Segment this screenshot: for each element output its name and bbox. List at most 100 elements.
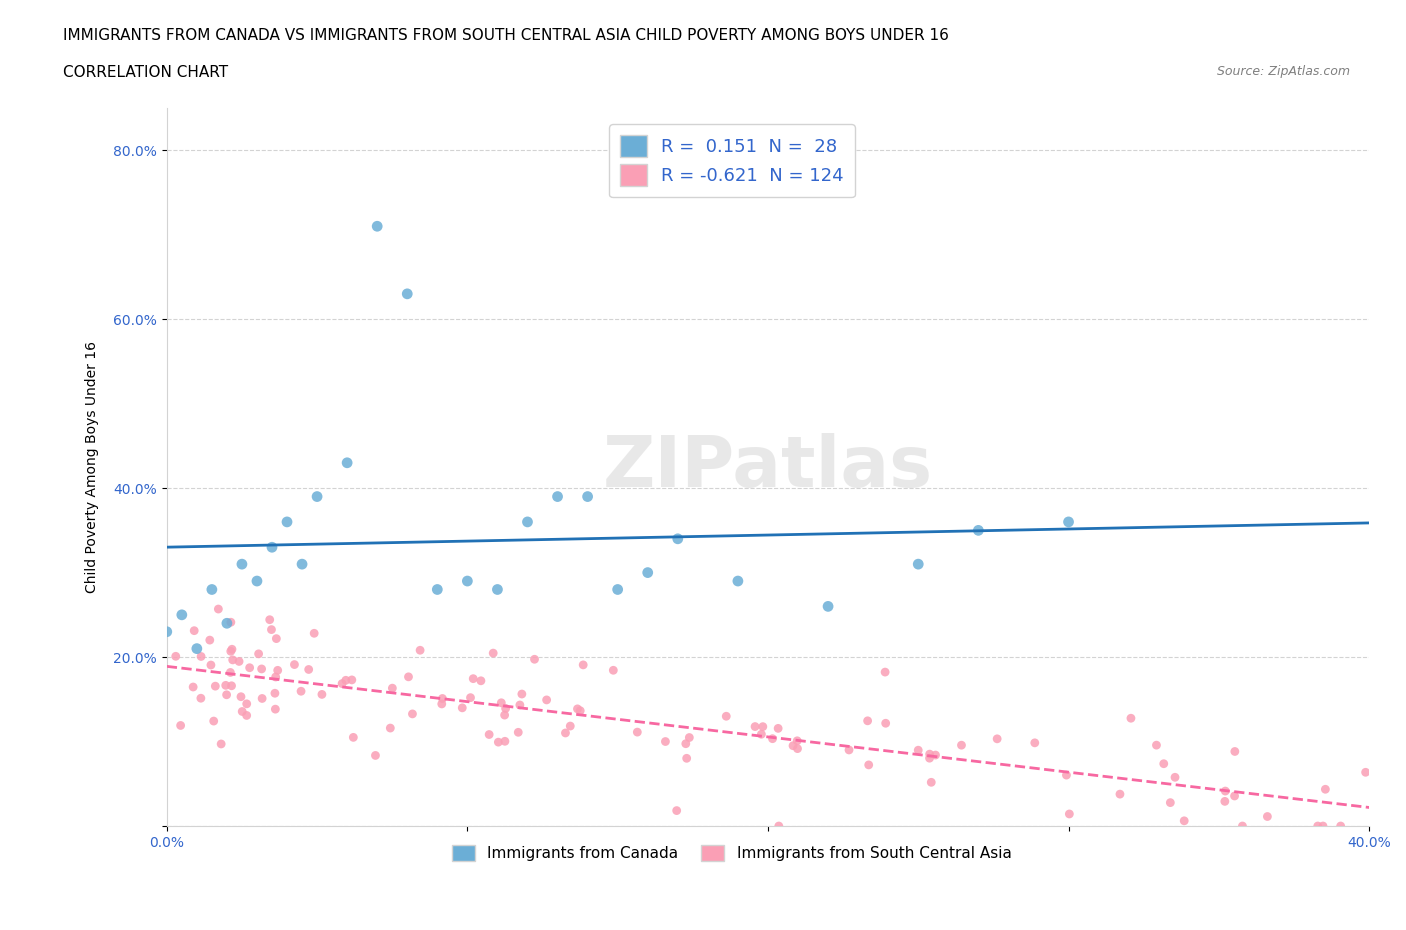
Point — [260, 539, 283, 554]
Point — [239, 660, 262, 675]
Point — [231, 704, 253, 719]
Point — [486, 735, 509, 750]
Point — [1330, 818, 1353, 833]
Point — [920, 775, 942, 790]
Point — [602, 663, 624, 678]
Point — [516, 514, 538, 529]
Point — [432, 691, 454, 706]
Point — [246, 574, 269, 589]
Point — [1153, 756, 1175, 771]
Point — [486, 582, 509, 597]
Point — [302, 626, 325, 641]
Point — [165, 649, 187, 664]
Point — [1213, 794, 1236, 809]
Point — [856, 713, 879, 728]
Point — [311, 687, 333, 702]
Point — [950, 737, 973, 752]
Point — [1306, 818, 1329, 833]
Point — [247, 646, 270, 661]
Point — [1223, 744, 1246, 759]
Point — [380, 721, 402, 736]
Text: IMMIGRANTS FROM CANADA VS IMMIGRANTS FROM SOUTH CENTRAL ASIA CHILD POVERTY AMONG: IMMIGRANTS FROM CANADA VS IMMIGRANTS FRO… — [63, 28, 949, 43]
Point — [264, 685, 287, 700]
Point — [1173, 814, 1195, 829]
Point — [1213, 784, 1236, 799]
Point — [215, 616, 238, 631]
Point — [228, 654, 250, 669]
Point — [786, 734, 808, 749]
Point — [547, 489, 569, 504]
Point — [219, 615, 242, 630]
Point — [675, 737, 697, 751]
Point — [340, 672, 363, 687]
Point — [508, 724, 530, 739]
Point — [229, 689, 252, 704]
Point — [336, 456, 359, 471]
Point — [678, 730, 700, 745]
Point — [766, 721, 789, 736]
Point — [451, 700, 474, 715]
Point — [1164, 770, 1187, 785]
Point — [267, 663, 290, 678]
Point — [1119, 711, 1142, 725]
Point — [665, 804, 688, 818]
Point — [283, 658, 305, 672]
Point — [330, 676, 353, 691]
Point — [494, 734, 516, 749]
Text: ZIPatlas: ZIPatlas — [603, 432, 934, 501]
Point — [1024, 736, 1046, 751]
Point — [1312, 818, 1334, 833]
Point — [1159, 795, 1181, 810]
Point — [637, 565, 659, 580]
Point — [716, 709, 738, 724]
Point — [509, 698, 531, 712]
Point — [768, 818, 790, 833]
Point — [201, 582, 224, 597]
Point — [456, 574, 478, 589]
Point — [235, 708, 257, 723]
Point — [495, 701, 517, 716]
Point — [342, 730, 364, 745]
Point — [838, 742, 860, 757]
Point — [744, 719, 766, 734]
Point — [366, 219, 388, 233]
Point — [1256, 809, 1278, 824]
Point — [626, 724, 648, 739]
Point — [560, 719, 582, 734]
Point — [817, 599, 839, 614]
Y-axis label: Child Poverty Among Boys Under 16: Child Poverty Among Boys Under 16 — [86, 341, 100, 593]
Point — [918, 751, 941, 765]
Point — [298, 662, 321, 677]
Point — [1054, 767, 1077, 782]
Text: CORRELATION CHART: CORRELATION CHART — [63, 65, 228, 80]
Point — [1109, 787, 1132, 802]
Point — [666, 531, 689, 546]
Point — [260, 622, 283, 637]
Point — [924, 748, 946, 763]
Point — [907, 743, 929, 758]
Point — [523, 652, 546, 667]
Point — [858, 757, 880, 772]
Point — [266, 631, 288, 646]
Point — [219, 644, 242, 658]
Point — [222, 653, 245, 668]
Point — [259, 612, 281, 627]
Point — [215, 687, 238, 702]
Point — [290, 684, 312, 698]
Point — [569, 703, 592, 718]
Point — [156, 624, 179, 639]
Point — [190, 691, 212, 706]
Point — [186, 641, 208, 656]
Point — [482, 645, 505, 660]
Point — [1223, 789, 1246, 804]
Point — [264, 670, 287, 684]
Point — [398, 670, 420, 684]
Point — [231, 557, 253, 572]
Point — [567, 701, 589, 716]
Point — [250, 661, 273, 676]
Point — [470, 673, 492, 688]
Point — [907, 557, 929, 572]
Point — [202, 713, 225, 728]
Point — [967, 523, 990, 538]
Text: Source: ZipAtlas.com: Source: ZipAtlas.com — [1216, 65, 1350, 78]
